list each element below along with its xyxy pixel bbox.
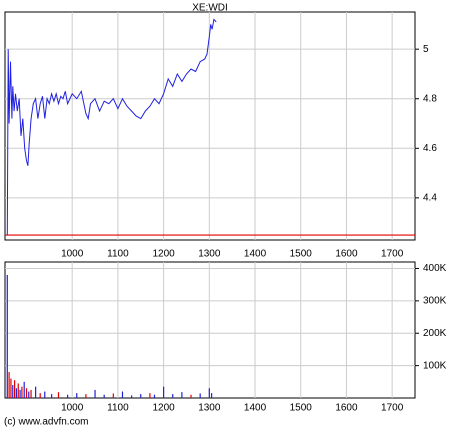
volume-bar xyxy=(51,394,53,398)
x-tick-label: 1200 xyxy=(152,249,175,260)
x-tick-label: 1500 xyxy=(290,403,313,414)
volume-bar xyxy=(39,393,41,398)
volume-bar xyxy=(153,394,156,398)
x-tick-label: 1600 xyxy=(335,403,358,414)
x-tick-label: 1400 xyxy=(244,403,267,414)
x-tick-label: 1700 xyxy=(381,249,404,260)
footer: (c) www.advfn.com xyxy=(4,417,88,428)
volume-bar xyxy=(210,393,213,398)
volume-bar xyxy=(10,378,12,398)
volume-bar xyxy=(76,393,78,398)
x-tick-label: 1400 xyxy=(244,249,267,260)
volume-bar xyxy=(25,388,28,398)
volume-bar xyxy=(172,394,174,398)
volume-bar xyxy=(13,380,16,398)
y-tick-label: 4.4 xyxy=(423,193,437,204)
volume-bar xyxy=(35,386,37,398)
volume-bar xyxy=(190,394,192,398)
volume-bar xyxy=(112,393,114,398)
volume-bar xyxy=(19,389,21,398)
x-tick-label: 1300 xyxy=(198,249,221,260)
volume-bar xyxy=(44,391,46,398)
y-tick-label: 400K xyxy=(423,263,447,274)
plot-area xyxy=(4,11,416,241)
volume-bar xyxy=(121,391,124,398)
volume-bar xyxy=(149,393,151,398)
x-tick-label: 1000 xyxy=(61,403,84,414)
volume-bar xyxy=(199,393,201,398)
volume-bar xyxy=(12,385,14,398)
volume-bar xyxy=(6,274,8,398)
y-tick-label: 4.6 xyxy=(423,143,437,154)
y-tick-label: 300K xyxy=(423,295,447,306)
price-line xyxy=(6,18,217,236)
volume-bar xyxy=(23,381,25,398)
volume-bar xyxy=(30,389,32,398)
x-tick-label: 1100 xyxy=(107,403,129,414)
y-tick-label: 100K xyxy=(423,360,447,371)
volume-bar xyxy=(28,391,30,398)
x-tick-label: 1600 xyxy=(335,249,358,260)
volume-bar xyxy=(67,394,69,398)
chart-title: XE:WDI xyxy=(192,3,228,14)
volume-bar xyxy=(131,395,133,398)
x-tick-label: 1700 xyxy=(381,403,404,414)
volume-bar xyxy=(21,386,23,398)
volume-bar xyxy=(181,392,183,398)
volume-bar xyxy=(103,394,105,398)
volume-bar xyxy=(163,386,165,398)
volume-bar xyxy=(17,383,19,398)
x-tick-label: 1500 xyxy=(290,249,313,260)
volume-bar xyxy=(8,372,10,398)
volume-bar xyxy=(85,394,87,398)
volume-bar xyxy=(94,389,96,398)
y-tick-label: 5 xyxy=(423,44,429,55)
x-tick-label: 1200 xyxy=(152,403,175,414)
x-tick-label: 1100 xyxy=(107,249,129,260)
x-tick-label: 1000 xyxy=(61,249,84,260)
volume-bar xyxy=(15,388,18,398)
y-tick-label: 200K xyxy=(423,328,447,339)
volume-bar xyxy=(208,388,210,398)
plot-area xyxy=(4,261,416,399)
x-tick-label: 1300 xyxy=(198,403,221,414)
y-tick-label: 4.8 xyxy=(423,93,437,104)
volume-bar xyxy=(57,392,60,398)
volume-bar xyxy=(140,394,142,398)
